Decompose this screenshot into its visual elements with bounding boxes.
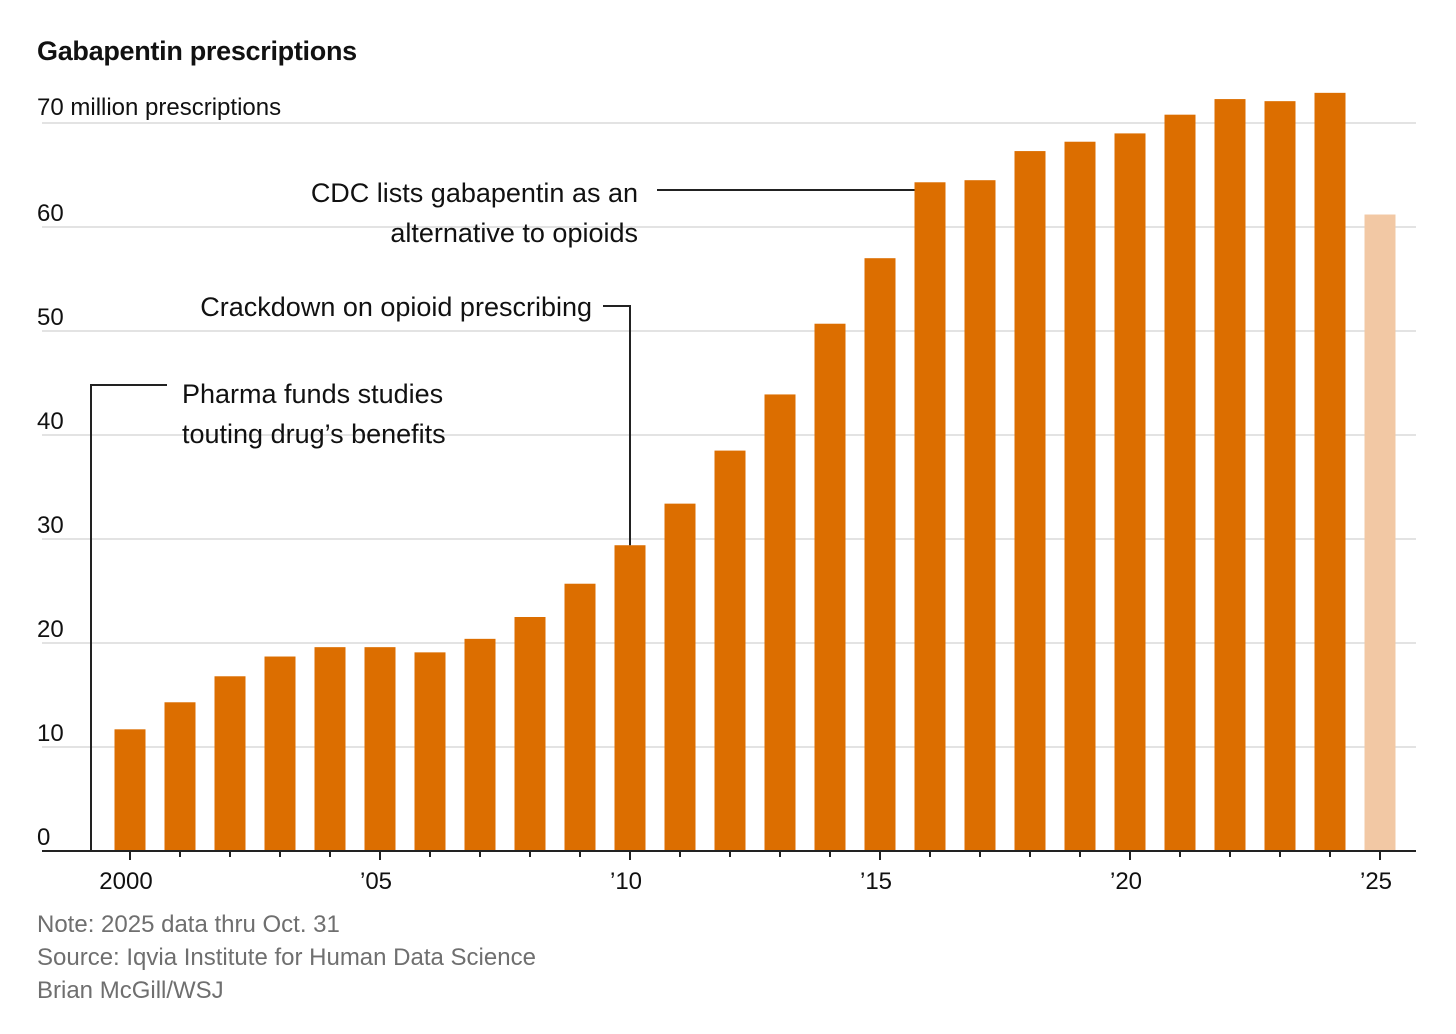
bar-2000 <box>114 729 146 851</box>
bar-2011 <box>664 503 696 851</box>
x-tick-label: ’20 <box>1110 868 1142 895</box>
y-unit-label: 70 million prescriptions <box>37 94 281 121</box>
y-axis-labels: 70 million prescriptions 0 10 20 30 40 50 60 <box>37 94 281 851</box>
y-tick-label: 20 <box>37 616 64 643</box>
bar-2018 <box>1014 151 1046 851</box>
bar-2022 <box>1214 99 1246 851</box>
y-tick-label: 0 <box>37 824 50 851</box>
x-tick-label: ’05 <box>360 868 392 895</box>
chart-title: Gabapentin prescriptions <box>37 36 357 66</box>
footer-note: Note: 2025 data thru Oct. 31 <box>37 911 340 938</box>
annotation-leader-line <box>90 384 167 851</box>
bar-2019 <box>1064 141 1096 852</box>
annotation-leader-line <box>603 305 631 546</box>
bar-2012 <box>714 450 746 851</box>
annotation-text: Pharma funds studies <box>182 379 443 409</box>
bar-2017 <box>964 180 996 851</box>
bar-2007 <box>464 638 496 851</box>
bar-2001 <box>164 702 196 851</box>
bar-2010 <box>614 545 646 851</box>
x-tick-label: ’25 <box>1360 868 1392 895</box>
y-tick-label: 10 <box>37 720 64 747</box>
bar-2016 <box>914 182 946 851</box>
annotation-text: Crackdown on opioid prescribing <box>200 292 592 322</box>
annotation-text: CDC lists gabapentin as an <box>311 178 638 208</box>
y-tick-label: 30 <box>37 512 64 539</box>
bar-2005 <box>364 647 396 851</box>
bars <box>114 92 1396 852</box>
bar-2004 <box>314 647 346 851</box>
bar-2009 <box>564 583 596 851</box>
footer-source: Source: Iqvia Institute for Human Data S… <box>37 944 536 971</box>
y-tick-label: 40 <box>37 408 64 435</box>
x-axis: 2000 ’05 ’10 ’15 ’20 ’25 <box>42 850 1416 895</box>
bar-2021 <box>1164 114 1196 852</box>
bar-2008 <box>514 617 546 851</box>
bar-2024 <box>1314 92 1346 852</box>
annotation-text: alternative to opioids <box>390 218 638 248</box>
footer-credit: Brian McGill/WSJ <box>37 977 224 1004</box>
bar-2023 <box>1264 101 1296 851</box>
bar-2014 <box>814 323 846 852</box>
y-tick-label: 60 <box>37 200 64 227</box>
bar-2006 <box>414 652 446 851</box>
x-tick-label: ’15 <box>860 868 892 895</box>
bar-2015 <box>864 258 896 851</box>
y-tick-label: 50 <box>37 304 64 331</box>
x-tick-label: 2000 <box>99 868 152 895</box>
x-tick-label: ’10 <box>610 868 642 895</box>
bar-2013 <box>764 394 796 851</box>
bar-2003 <box>264 656 296 851</box>
annotations: Pharma funds studies touting drug’s benef… <box>90 178 915 851</box>
bar-2002 <box>214 676 246 851</box>
bar-2025 <box>1364 214 1396 851</box>
annotation-text: touting drug’s benefits <box>182 419 446 449</box>
bar-2020 <box>1114 133 1146 851</box>
